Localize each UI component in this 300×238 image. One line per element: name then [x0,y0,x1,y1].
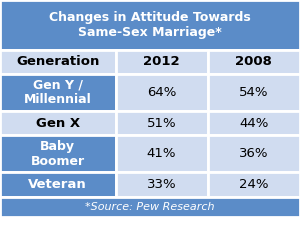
Text: Veteran: Veteran [28,178,87,191]
Bar [0,111,116,135]
Text: Gen Y /
Millennial: Gen Y / Millennial [24,79,92,106]
Bar [116,172,208,197]
Text: 41%: 41% [147,147,176,160]
Bar [208,172,300,197]
Text: 51%: 51% [147,117,176,130]
Text: 44%: 44% [239,117,268,130]
Bar [0,0,300,50]
Text: 33%: 33% [147,178,176,191]
Text: 36%: 36% [239,147,268,160]
Text: 2008: 2008 [236,55,272,68]
Bar [208,111,300,135]
Bar [0,50,116,74]
Text: 24%: 24% [239,178,268,191]
Bar [208,135,300,172]
Text: Generation: Generation [16,55,99,68]
Text: Changes in Attitude Towards
Same-Sex Marriage*: Changes in Attitude Towards Same-Sex Mar… [49,11,251,39]
Bar [116,74,208,111]
Bar [116,135,208,172]
Bar [116,111,208,135]
Text: Gen X: Gen X [36,117,80,130]
Bar [116,50,208,74]
Text: 64%: 64% [147,86,176,99]
Bar [0,74,116,111]
Bar [0,197,300,217]
Bar [208,74,300,111]
Bar [0,135,116,172]
Bar [0,172,116,197]
Text: *Source: Pew Research: *Source: Pew Research [85,202,215,212]
Bar [208,50,300,74]
Text: Baby
Boomer: Baby Boomer [31,140,85,168]
Text: 54%: 54% [239,86,268,99]
Text: 2012: 2012 [143,55,180,68]
